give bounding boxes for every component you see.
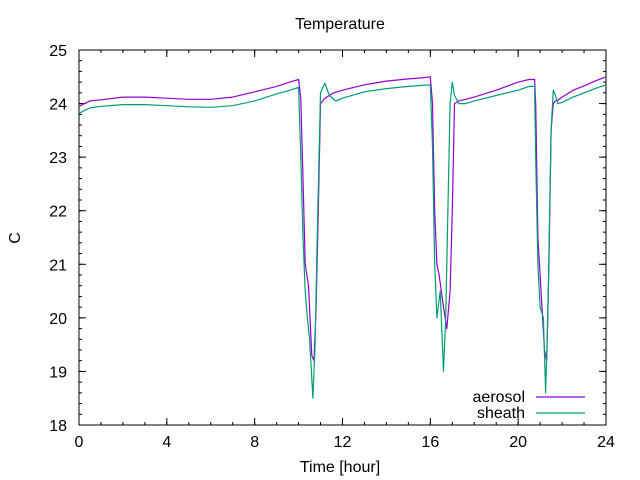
series-layer — [78, 76, 607, 399]
x-tick-label: 8 — [250, 434, 259, 451]
y-tick-label: 24 — [49, 97, 67, 114]
plot-frame — [78, 49, 607, 426]
x-tick-label: 12 — [334, 434, 352, 451]
x-tick-label: 20 — [509, 434, 527, 451]
y-tick-label: 18 — [49, 418, 67, 435]
y-tick-label: 23 — [49, 150, 67, 167]
axis-ticks: 0 4 8 12 16 20 24 18 19 20 21 22 23 24 25 — [49, 43, 615, 451]
y-tick-label: 25 — [49, 43, 67, 60]
x-axis-label: Time [hour] — [300, 459, 380, 476]
plot-border — [78, 49, 607, 426]
legend-label-sheath: sheath — [477, 405, 525, 422]
y-axis-label: C — [7, 232, 24, 244]
chart-title: Temperature — [295, 16, 385, 33]
x-tick-label: 24 — [597, 434, 615, 451]
y-tick-label: 19 — [49, 364, 67, 381]
series-line-aerosol — [78, 76, 607, 362]
y-tick-label: 21 — [49, 257, 67, 274]
series-line-sheath — [78, 81, 607, 399]
x-tick-label: 0 — [75, 434, 84, 451]
x-tick-label: 16 — [421, 434, 439, 451]
x-tick-label: 4 — [162, 434, 171, 451]
legend-label-aerosol: aerosol — [473, 389, 525, 406]
y-tick-label: 22 — [49, 204, 67, 221]
y-tick-label: 20 — [49, 311, 67, 328]
